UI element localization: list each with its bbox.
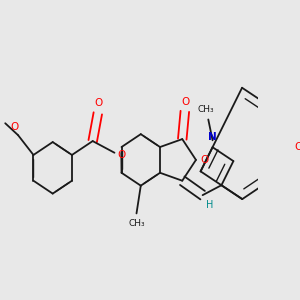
Text: CH₃: CH₃ xyxy=(128,219,145,228)
Text: O: O xyxy=(11,122,19,132)
Text: O: O xyxy=(182,98,190,107)
Text: O: O xyxy=(294,142,300,152)
Text: N: N xyxy=(208,132,217,142)
Text: H: H xyxy=(206,200,213,210)
Text: O: O xyxy=(117,150,125,160)
Text: O: O xyxy=(94,98,103,108)
Text: O: O xyxy=(200,155,208,165)
Text: CH₃: CH₃ xyxy=(197,105,214,114)
